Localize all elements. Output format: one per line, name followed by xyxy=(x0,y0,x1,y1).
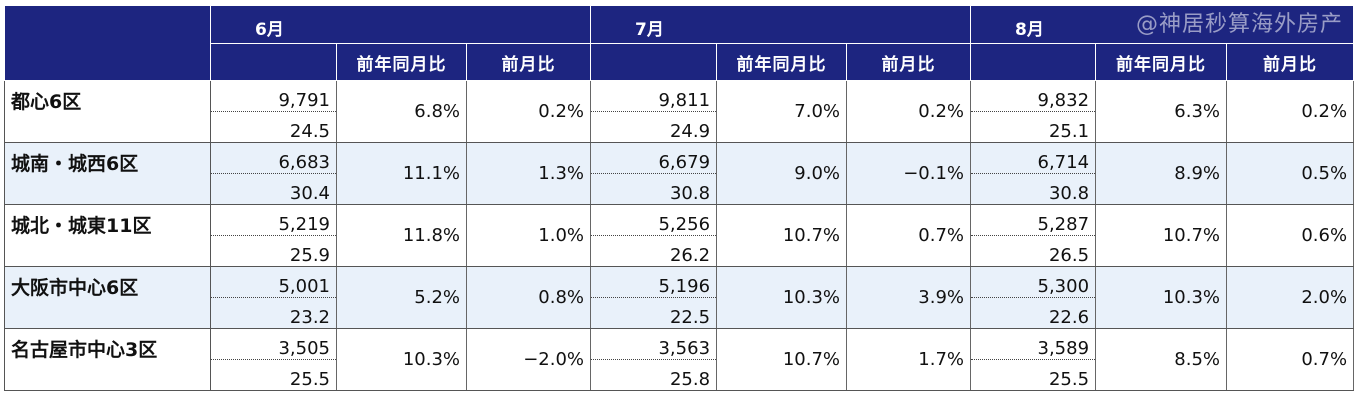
yoy-value: 8.9% xyxy=(1095,142,1228,205)
table-row-secondary: 30.4 30.8 30.8 xyxy=(5,173,1354,205)
price-value: 6,714 xyxy=(970,142,1097,174)
mom-value: 0.2% xyxy=(1226,80,1355,143)
yoy-header: 前年同月比 xyxy=(716,43,848,81)
month-header: 8月 xyxy=(970,5,1355,44)
mom-value: 1.7% xyxy=(846,328,972,391)
price-value: 5,256 xyxy=(590,204,718,236)
yoy-value: 6.8% xyxy=(336,80,467,143)
mom-value: 3.9% xyxy=(846,266,972,329)
yoy-value: 11.1% xyxy=(336,142,467,205)
size-value: 23.2 xyxy=(210,297,337,329)
table-row: 都心6区 9,791 6.8% 0.2% 9,811 7.0% 0.2% 9,832 6.3% 0… xyxy=(4,80,1355,143)
price-header-blank xyxy=(590,43,718,81)
table-row-secondary: 23.2 22.5 22.6 xyxy=(5,297,1354,329)
price-header-blank xyxy=(210,43,337,81)
watermark: @神居秒算海外房产 xyxy=(1135,12,1343,37)
size-value: 22.6 xyxy=(970,297,1097,329)
price-value: 5,001 xyxy=(210,266,337,298)
size-value: 24.5 xyxy=(210,111,337,143)
price-value: 9,811 xyxy=(590,80,718,112)
size-value: 30.8 xyxy=(970,173,1097,205)
yoy-value: 7.0% xyxy=(716,80,848,143)
size-value: 25.5 xyxy=(970,359,1097,391)
yoy-value: 10.7% xyxy=(716,328,848,391)
table-row-secondary: 25.5 25.8 25.5 xyxy=(5,359,1354,391)
mom-header: 前月比 xyxy=(1226,43,1355,81)
yoy-value: 8.5% xyxy=(1095,328,1228,391)
table-row-secondary: 25.9 26.2 26.5 xyxy=(5,235,1354,267)
mom-value: 0.6% xyxy=(1226,204,1355,267)
table-row-secondary: 24.5 24.9 25.1 xyxy=(5,111,1354,143)
area-name: 城北・城東11区 xyxy=(4,204,211,267)
table-row: 大阪市中心6区 5,001 5.2% 0.8% 5,196 10.3% 3.9% 5,300 1… xyxy=(4,266,1355,329)
mom-value: 0.7% xyxy=(846,204,972,267)
price-value: 5,300 xyxy=(970,266,1097,298)
yoy-header: 前年同月比 xyxy=(336,43,467,81)
month-header: 6月 xyxy=(209,5,592,44)
area-name: 城南・城西6区 xyxy=(4,142,211,205)
size-value: 22.5 xyxy=(590,297,718,329)
price-header-blank xyxy=(970,43,1097,81)
price-value: 5,287 xyxy=(970,204,1097,236)
area-name: 名古屋市中心3区 xyxy=(4,328,211,391)
mom-header: 前月比 xyxy=(465,43,592,81)
table-row: 城南・城西6区 6,683 11.1% 1.3% 6,679 9.0% −0.1% 6,714… xyxy=(4,142,1355,205)
price-value: 5,196 xyxy=(590,266,718,298)
price-table: 6月 7月 8月 前年同月比 前月比 前年同月比 前月比 前年同月比 前月比 都… xyxy=(4,5,1355,391)
yoy-value: 10.7% xyxy=(716,204,848,267)
yoy-value: 10.7% xyxy=(1095,204,1228,267)
mom-value: 1.3% xyxy=(466,142,592,205)
mom-value: 0.5% xyxy=(1226,142,1355,205)
month-header: 7月 xyxy=(590,5,972,44)
table-row: 城北・城東11区 5,219 11.8% 1.0% 5,256 10.7% 0.7% 5,28… xyxy=(4,204,1355,267)
price-value: 3,563 xyxy=(590,328,718,360)
price-value: 3,589 xyxy=(970,328,1097,360)
size-value: 26.2 xyxy=(590,235,718,267)
mom-value: 2.0% xyxy=(1226,266,1355,329)
price-value: 3,505 xyxy=(210,328,337,360)
area-name: 大阪市中心6区 xyxy=(4,266,211,329)
mom-value: 0.2% xyxy=(846,80,972,143)
yoy-header: 前年同月比 xyxy=(1095,43,1228,81)
yoy-value: 5.2% xyxy=(336,266,467,329)
table-row: 名古屋市中心3区 3,505 10.3% −2.0% 3,563 10.7% 1.7% 3,5… xyxy=(4,328,1355,391)
yoy-value: 11.8% xyxy=(336,204,467,267)
price-value: 6,679 xyxy=(590,142,718,174)
mom-value: −2.0% xyxy=(466,328,592,391)
yoy-value: 6.3% xyxy=(1095,80,1228,143)
size-value: 26.5 xyxy=(970,235,1097,267)
mom-value: −0.1% xyxy=(846,142,972,205)
price-value: 9,832 xyxy=(970,80,1097,112)
table-body: 都心6区 9,791 6.8% 0.2% 9,811 7.0% 0.2% 9,832 6.3% 0… xyxy=(4,80,1355,391)
mom-value: 0.2% xyxy=(466,80,592,143)
size-value: 25.9 xyxy=(210,235,337,267)
size-value: 25.8 xyxy=(590,359,718,391)
area-name: 都心6区 xyxy=(4,80,211,143)
mom-value: 1.0% xyxy=(466,204,592,267)
price-value: 5,219 xyxy=(210,204,337,236)
size-value: 25.1 xyxy=(970,111,1097,143)
size-value: 25.5 xyxy=(210,359,337,391)
yoy-value: 10.3% xyxy=(336,328,467,391)
yoy-value: 9.0% xyxy=(716,142,848,205)
header-corner xyxy=(4,5,211,81)
yoy-value: 10.3% xyxy=(716,266,848,329)
mom-value: 0.7% xyxy=(1226,328,1355,391)
price-value: 6,683 xyxy=(210,142,337,174)
price-value: 9,791 xyxy=(210,80,337,112)
size-value: 30.8 xyxy=(590,173,718,205)
mom-header: 前月比 xyxy=(846,43,972,81)
mom-value: 0.8% xyxy=(466,266,592,329)
size-value: 24.9 xyxy=(590,111,718,143)
yoy-value: 10.3% xyxy=(1095,266,1228,329)
header-row-sub: 前年同月比 前月比 前年同月比 前月比 前年同月比 前月比 xyxy=(5,43,1355,81)
size-value: 30.4 xyxy=(210,173,337,205)
